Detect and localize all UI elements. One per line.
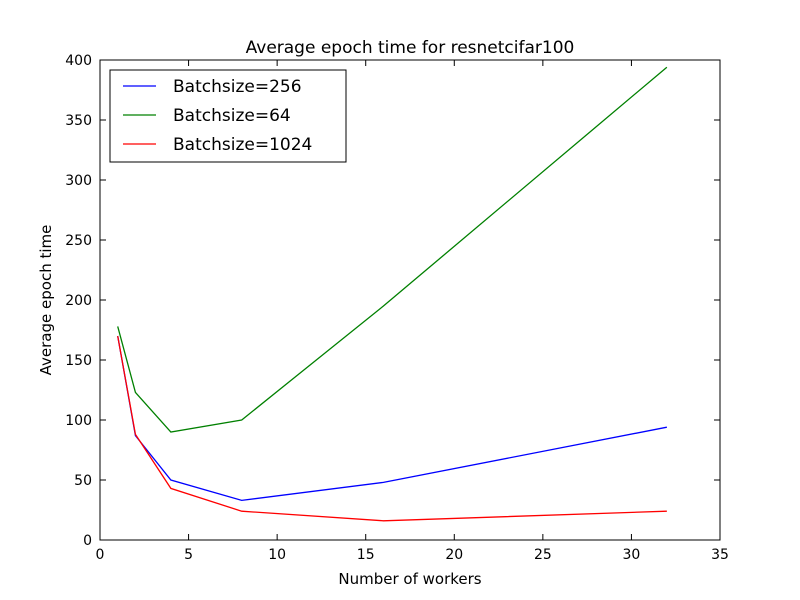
y-tick-label: 400: [65, 53, 92, 69]
legend-label-2: Batchsize=1024: [173, 135, 312, 155]
y-tick-label: 150: [65, 353, 92, 369]
x-axis-label: Number of workers: [338, 570, 481, 588]
x-tick-label: 25: [534, 547, 552, 563]
series-layer: [117, 66, 668, 522]
legend-label-0: Batchsize=256: [173, 77, 302, 97]
x-tick-label: 35: [711, 547, 729, 563]
y-tick-label: 200: [65, 293, 92, 309]
y-tick-label: 100: [65, 413, 92, 429]
y-tick-label: 350: [65, 113, 92, 129]
series-line-2: [117, 335, 667, 522]
x-tick-label: 0: [96, 547, 105, 563]
y-tick-label: 250: [65, 233, 92, 249]
x-tick-label: 30: [623, 547, 641, 563]
y-tick-label: 50: [74, 473, 92, 489]
chart-title: Average epoch time for resnetcifar100: [246, 38, 575, 58]
y-axis-label: Average epoch time: [37, 225, 55, 376]
legend-frame: [109, 69, 347, 163]
x-tick-label: 5: [184, 547, 193, 563]
y-tick-label: 0: [83, 533, 92, 549]
x-tick-label: 10: [268, 547, 286, 563]
x-tick-label: 15: [357, 547, 375, 563]
legend: Batchsize=256 Batchsize=64 Batchsize=1024: [109, 69, 347, 163]
legend-label-1: Batchsize=64: [173, 106, 291, 126]
series-line-1: [117, 66, 668, 433]
x-tick-label: 20: [445, 547, 463, 563]
y-tick-label: 300: [65, 173, 92, 189]
plot-frame: [99, 59, 721, 541]
